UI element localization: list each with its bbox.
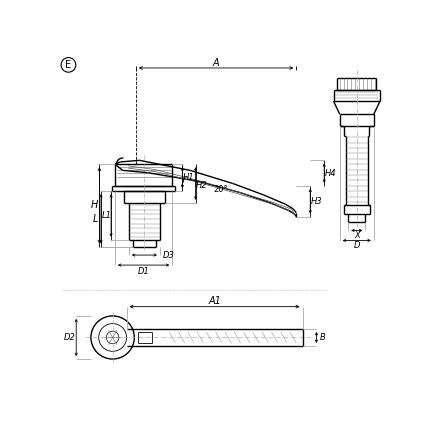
Text: D3: D3 [163, 251, 175, 260]
Text: H1: H1 [183, 173, 194, 182]
Text: B: B [320, 333, 326, 342]
Text: A1: A1 [208, 296, 221, 306]
Text: D1: D1 [138, 267, 150, 276]
Text: H4: H4 [324, 169, 336, 177]
Text: H3: H3 [310, 197, 322, 206]
Text: H: H [90, 201, 98, 210]
Text: X: X [354, 231, 360, 240]
Text: A: A [212, 57, 219, 67]
Text: E: E [65, 60, 72, 70]
Text: D2: D2 [63, 333, 75, 342]
Text: D: D [354, 241, 360, 251]
Text: L1: L1 [102, 211, 112, 220]
Text: 20°: 20° [214, 185, 228, 194]
Text: H2: H2 [196, 181, 208, 190]
Text: L: L [93, 214, 98, 224]
